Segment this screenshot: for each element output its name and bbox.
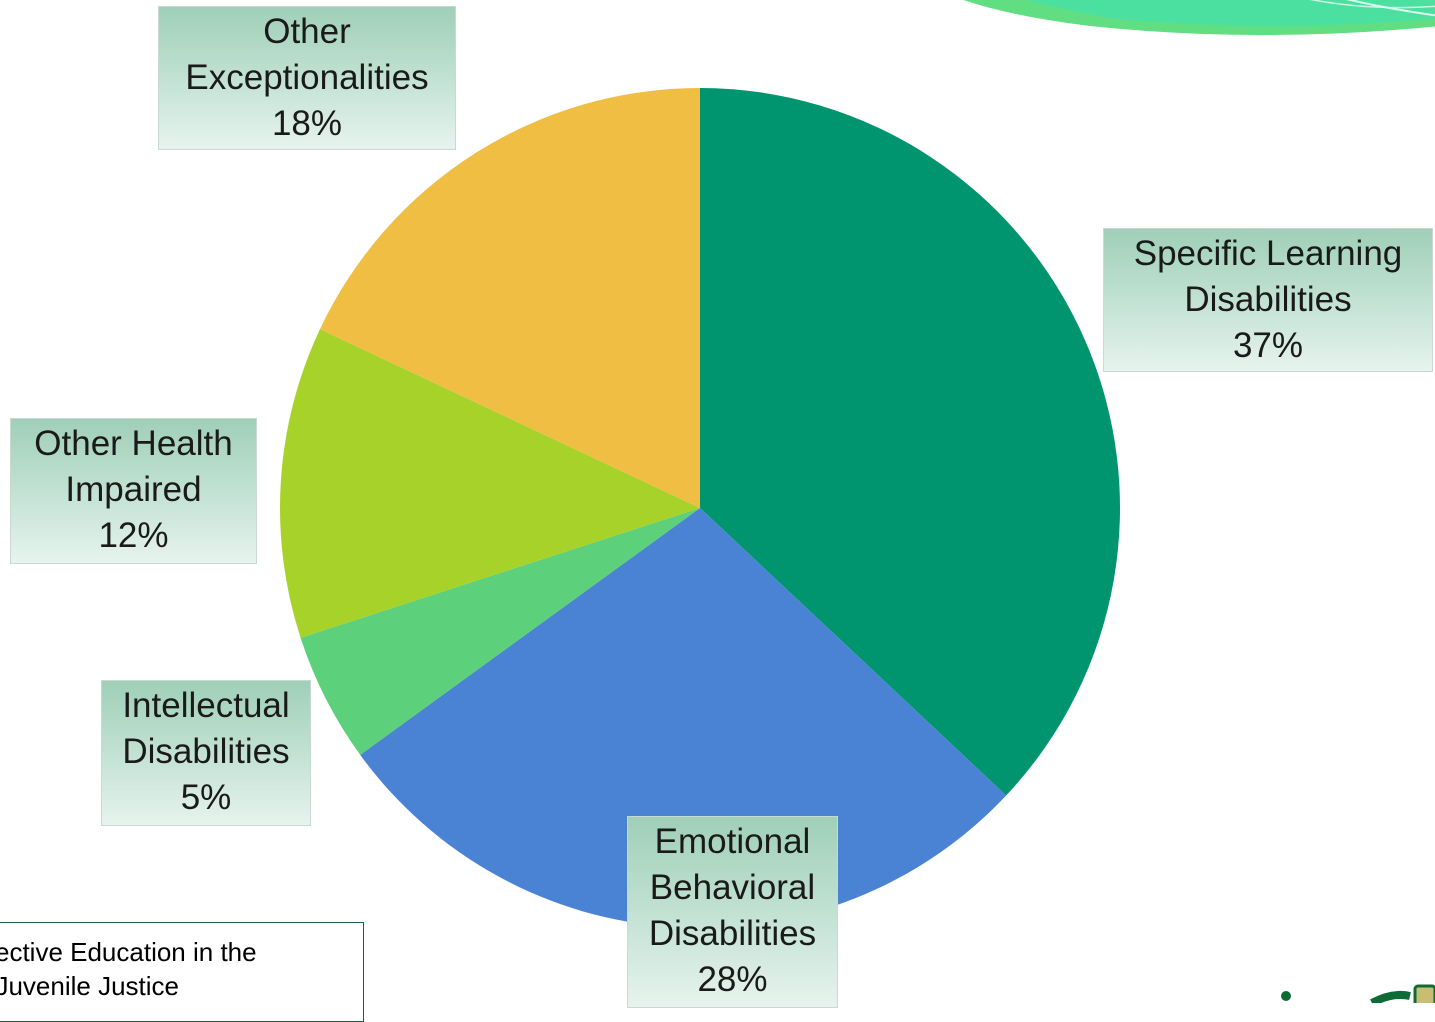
pie-slice-other-health bbox=[280, 329, 700, 638]
logo-dot-icon bbox=[1281, 991, 1291, 1001]
slice-label-line: Impaired bbox=[65, 470, 202, 509]
slice-label-other-health: Other Health Impaired 12% bbox=[10, 418, 257, 564]
banner-wave-highlight bbox=[1026, 0, 1435, 26]
top-banner-decoration bbox=[963, 0, 1435, 35]
slice-label-line: Disabilities bbox=[648, 914, 817, 953]
pie-slice-emotional-behavioral bbox=[360, 508, 1007, 929]
logo-fragment bbox=[1281, 984, 1435, 1003]
pie-slices bbox=[280, 87, 1121, 929]
slice-label-specific-learning: Specific Learning Disabilities 37% bbox=[1103, 228, 1433, 372]
slice-label-line: Emotional bbox=[654, 822, 811, 861]
source-note-line: ffective Education in the bbox=[0, 937, 257, 967]
pie-slice-intellectual bbox=[300, 508, 700, 755]
slice-value-label: 12% bbox=[98, 516, 169, 555]
pie-slice-other-exceptionalities bbox=[319, 87, 700, 509]
slice-label-other-exceptionalities: Other Exceptionalities 18% bbox=[158, 6, 456, 150]
pie-slice-specific-learning bbox=[700, 88, 1121, 796]
logo-block-icon bbox=[1413, 984, 1435, 1003]
slice-value-label: 28% bbox=[697, 960, 768, 999]
slice-value-label: 18% bbox=[271, 104, 343, 143]
slice-label-line: Specific Learning bbox=[1133, 234, 1403, 273]
source-note-line: f Juvenile Justice bbox=[0, 971, 179, 1001]
slice-label-intellectual: Intellectual Disabilities 5% bbox=[101, 680, 311, 826]
slice-label-emotional-behavioral: Emotional Behavioral Disabilities 28% bbox=[627, 816, 838, 1008]
slice-label-line: Other bbox=[263, 12, 351, 51]
slice-label-line: Exceptionalities bbox=[185, 58, 429, 97]
source-note: ffective Education in the f Juvenile Jus… bbox=[0, 922, 364, 1022]
slice-label-line: Disabilities bbox=[1184, 280, 1352, 319]
slice-label-line: Other Health bbox=[34, 424, 233, 463]
slice-value-label: 5% bbox=[180, 778, 232, 817]
logo-stroke-icon bbox=[1370, 990, 1411, 1003]
slice-value-label: 37% bbox=[1232, 326, 1304, 365]
slice-label-line: Disabilities bbox=[122, 732, 290, 771]
slice-label-line: Intellectual bbox=[122, 686, 290, 725]
slice-label-line: Behavioral bbox=[649, 868, 816, 907]
